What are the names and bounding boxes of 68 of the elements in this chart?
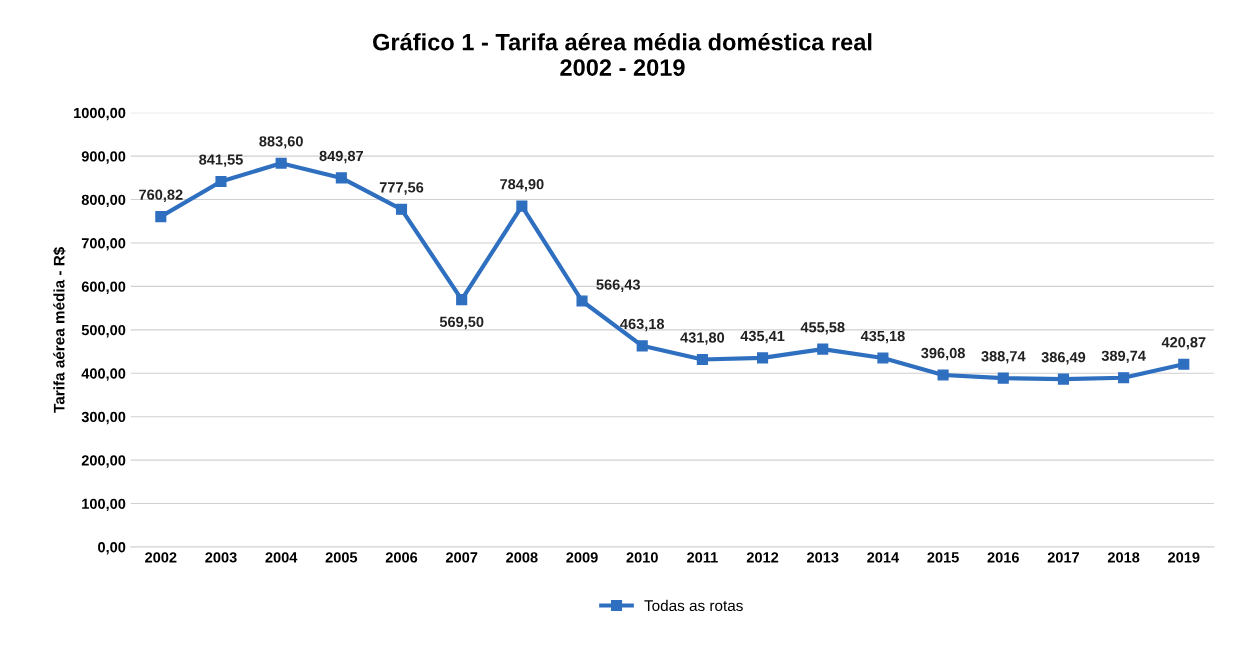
data-label: 431,80: [680, 332, 725, 345]
point: [696, 353, 708, 366]
x-tick-label: 2015: [927, 552, 959, 563]
point: [215, 175, 227, 188]
x-tick-label: 2016: [987, 552, 1019, 563]
x-tick-label: 2003: [205, 552, 237, 563]
y-tick-label: 100,00: [82, 498, 126, 512]
y-axis-title: Tarifa aérea média - R$: [53, 246, 66, 413]
y-tick-label: 500,00: [81, 324, 126, 338]
legend-label: Todas as rotas: [644, 599, 743, 612]
point: [1118, 372, 1130, 384]
x-tick-label: 2006: [385, 552, 418, 563]
x-tick-label: 2009: [566, 552, 598, 563]
x-tick-label: 2008: [506, 552, 538, 563]
data-label: 435,18: [860, 330, 905, 344]
data-label: 566,43: [596, 279, 640, 292]
data-label: 386,49: [1041, 352, 1086, 365]
point: [636, 340, 648, 352]
point: [877, 352, 889, 364]
data-label: 455,58: [800, 322, 845, 335]
data-label: 777,56: [379, 182, 424, 195]
x-tick-label: 2005: [325, 552, 358, 563]
chart-title: Gráfico 1 - Tarifa aérea média doméstica real 2002 - 2019: [373, 32, 872, 76]
data-label: 463,18: [620, 318, 665, 332]
data-label: 388,74: [981, 351, 1026, 364]
x-tick-label: 2004: [265, 552, 298, 563]
point: [395, 203, 408, 215]
point: [335, 172, 347, 184]
data-label: 569,50: [439, 316, 484, 330]
data-label: 883,60: [259, 136, 303, 149]
x-tick-label: 2019: [1168, 552, 1200, 563]
point: [1057, 373, 1069, 385]
x-tick-label: 2014: [867, 552, 900, 563]
point: [937, 369, 949, 381]
data-label: 396,08: [921, 347, 965, 361]
data-label: 420,87: [1161, 337, 1206, 350]
y-tick-label: 900,00: [81, 151, 126, 164]
y-tick-label: 1000,00: [74, 107, 126, 121]
x-tick-label: 2007: [445, 552, 478, 563]
y-tick-label: 0,00: [98, 542, 126, 555]
x-tick-label: 2011: [687, 552, 718, 563]
point: [997, 372, 1009, 384]
point: [456, 294, 468, 306]
x-tick-label: 2017: [1047, 552, 1080, 563]
y-tick-label: 200,00: [81, 455, 126, 468]
y-tick-label: 800,00: [81, 194, 126, 208]
x-tick-label: 2002: [145, 552, 177, 563]
data-label: 760,82: [139, 189, 183, 202]
point: [757, 352, 769, 364]
point: [275, 157, 287, 169]
x-tick-label: 2018: [1107, 552, 1140, 563]
data-label: 849,87: [319, 150, 363, 164]
x-tick-label: 2010: [626, 552, 658, 563]
point: [516, 200, 528, 212]
data-label: 841,55: [199, 154, 243, 167]
y-tick-label: 600,00: [81, 281, 126, 294]
data-label: 784,90: [500, 179, 544, 192]
data-label: 389,74: [1101, 350, 1146, 364]
y-tick-label: 300,00: [81, 411, 126, 425]
point: [817, 343, 829, 355]
x-tick-label: 2012: [746, 552, 779, 563]
x-tick-label: 2013: [807, 552, 839, 563]
y-tick-label: 700,00: [81, 238, 126, 251]
point: [1178, 358, 1190, 370]
point: [576, 295, 588, 307]
point: [155, 211, 167, 223]
y-tick-label: 400,00: [81, 368, 126, 381]
data-label: 435,41: [740, 330, 785, 344]
